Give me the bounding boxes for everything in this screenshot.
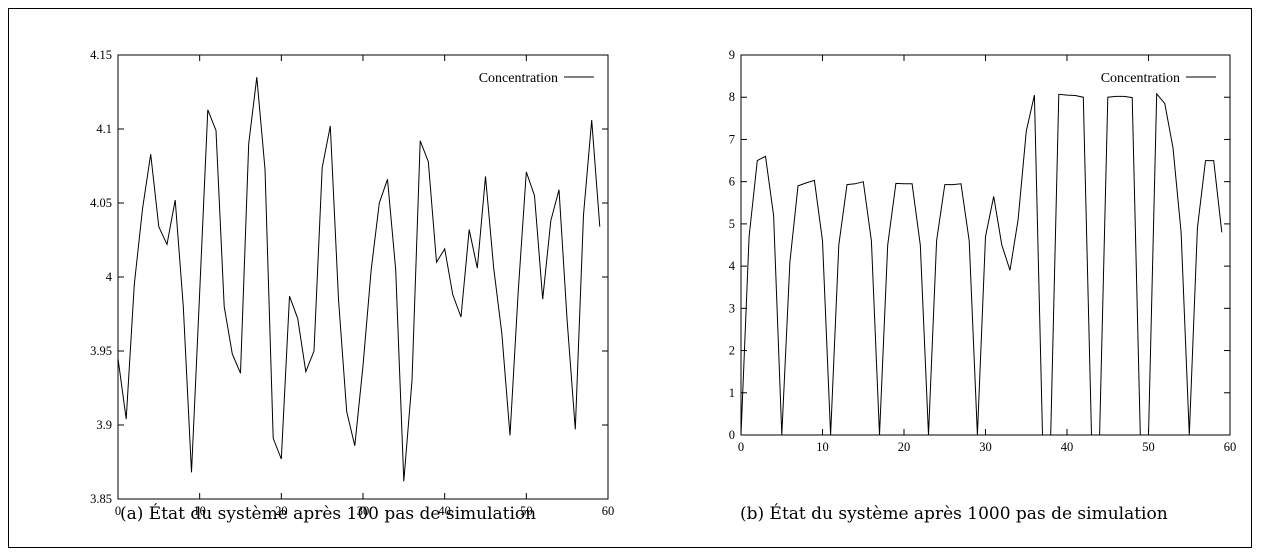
figure-frame — [8, 8, 1252, 548]
chart-a-y-tick-label: 4 — [106, 270, 113, 284]
chart-b-y-tick-label: 1 — [729, 386, 735, 400]
chart-a-x-tick-label: 50 — [520, 504, 533, 518]
caption-a: (a) État du système après 100 pas de sim… — [120, 504, 537, 524]
chart-a-y-tick-label: 3.85 — [90, 492, 112, 506]
chart-b-y-tick-label: 8 — [729, 90, 735, 104]
chart-b-y-tick-label: 7 — [729, 132, 735, 146]
chart-b-x-tick-label: 40 — [1061, 440, 1074, 454]
chart-a-x-tick-label: 0 — [115, 504, 121, 518]
chart-b-y-tick-label: 9 — [729, 48, 735, 62]
chart-b-y-tick-label: 6 — [729, 175, 735, 189]
chart-a-x-tick-label: 20 — [275, 504, 288, 518]
chart-b-y-tick-label: 4 — [729, 259, 736, 273]
chart-a-y-tick-label: 3.95 — [90, 344, 112, 358]
chart-a-x-tick-label: 60 — [602, 504, 615, 518]
chart-a-y-tick-label: 4.05 — [90, 196, 112, 210]
chart-a-x-tick-label: 10 — [193, 504, 206, 518]
chart-a-y-tick-label: 4.1 — [96, 122, 112, 136]
chart-a-y-tick-label: 4.15 — [90, 48, 112, 62]
chart-b-x-tick-label: 60 — [1224, 440, 1237, 454]
chart-b-y-tick-label: 2 — [729, 344, 735, 358]
chart-b-y-tick-label: 3 — [729, 301, 735, 315]
chart-b-x-tick-label: 20 — [898, 440, 911, 454]
chart-a-series-concentration — [117, 77, 601, 482]
chart-b-x-tick-label: 10 — [816, 440, 829, 454]
chart-b-y-tick-label: 0 — [729, 428, 735, 442]
chart-b-x-tick-label: 30 — [979, 440, 992, 454]
caption-b: (b) État du système après 1000 pas de si… — [740, 504, 1168, 524]
chart-b-x-tick-label: 0 — [738, 440, 744, 454]
chart-a-x-tick-label: 40 — [438, 504, 451, 518]
chart-b-legend-label: Concentration — [1101, 71, 1180, 86]
chart-a-y-tick-label: 3.9 — [96, 418, 112, 432]
chart-b-x-tick-label: 50 — [1142, 440, 1155, 454]
chart-a-legend-label: Concentration — [479, 71, 558, 86]
chart-a-plot-frame — [117, 54, 609, 500]
chart-b-y-tick-label: 5 — [729, 217, 735, 231]
chart-b-series-concentration — [740, 92, 1223, 436]
chart-a-x-tick-label: 30 — [357, 504, 370, 518]
